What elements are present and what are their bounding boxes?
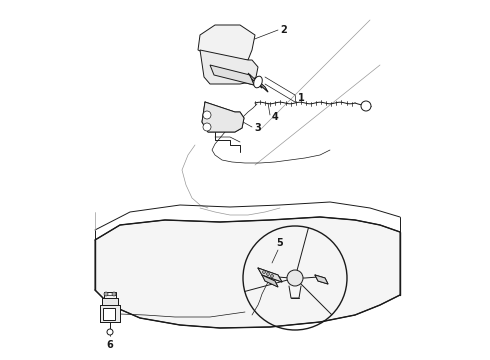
Text: 6: 6 <box>107 340 113 350</box>
Circle shape <box>287 270 303 286</box>
Text: 3: 3 <box>254 123 261 133</box>
Circle shape <box>203 111 211 119</box>
Circle shape <box>107 329 113 335</box>
Polygon shape <box>100 305 120 322</box>
Polygon shape <box>95 217 400 328</box>
Polygon shape <box>248 73 262 88</box>
Polygon shape <box>198 25 255 60</box>
Text: 5: 5 <box>277 238 283 248</box>
Circle shape <box>112 292 116 296</box>
Circle shape <box>203 123 211 131</box>
Circle shape <box>267 273 270 275</box>
Polygon shape <box>262 275 278 287</box>
Polygon shape <box>258 268 282 282</box>
Polygon shape <box>102 298 118 305</box>
Text: 1: 1 <box>298 93 305 103</box>
Polygon shape <box>103 308 115 320</box>
Circle shape <box>263 270 266 274</box>
Polygon shape <box>202 102 244 132</box>
Text: 2: 2 <box>280 25 287 35</box>
Polygon shape <box>210 65 254 85</box>
Circle shape <box>104 292 108 296</box>
Polygon shape <box>255 78 268 92</box>
Circle shape <box>361 101 371 111</box>
Circle shape <box>270 275 273 278</box>
Polygon shape <box>200 50 258 84</box>
Polygon shape <box>315 275 328 284</box>
Text: 4: 4 <box>272 112 279 122</box>
Ellipse shape <box>254 76 262 88</box>
